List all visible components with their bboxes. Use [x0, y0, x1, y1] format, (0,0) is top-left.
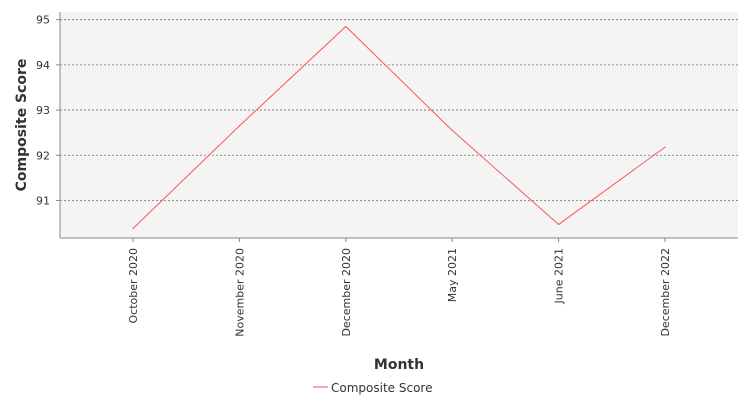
y-tick-label-3: 94	[36, 59, 50, 72]
x-tick-label-2: December 2020	[340, 248, 353, 337]
x-tick-label-5: December 2022	[659, 248, 672, 337]
y-axis-ticks: 91 92 93 94 95	[36, 14, 60, 207]
grid-lines	[60, 19, 738, 201]
legend: Composite Score	[313, 381, 432, 395]
y-tick-label-0: 91	[36, 194, 50, 207]
series-point-0-1	[238, 125, 240, 127]
y-tick-label-1: 92	[36, 149, 50, 162]
series-point-0-0	[132, 227, 134, 230]
y-axis-title: Composite Score	[14, 59, 30, 192]
plot-area	[60, 12, 738, 238]
x-tick-label-4: June 2021	[553, 248, 566, 304]
legend-label: Composite Score	[331, 381, 432, 395]
series-point-0-5	[664, 146, 666, 148]
series-point-0-2	[345, 25, 347, 28]
x-tick-label-3: May 2021	[446, 248, 459, 302]
y-tick-label-2: 93	[36, 104, 50, 117]
series-line-0	[132, 25, 666, 229]
x-axis-title: Month	[374, 357, 424, 373]
x-tick-label-0: October 2020	[127, 248, 140, 324]
x-axis-ticks: October 2020 November 2020 December 2020 Ma…	[127, 238, 672, 337]
series-point-0-3	[451, 129, 453, 132]
x-tick-label-1: November 2020	[233, 248, 246, 337]
series-point-0-4	[558, 223, 560, 226]
series-layer	[132, 25, 666, 230]
y-tick-label-4: 95	[36, 14, 50, 27]
